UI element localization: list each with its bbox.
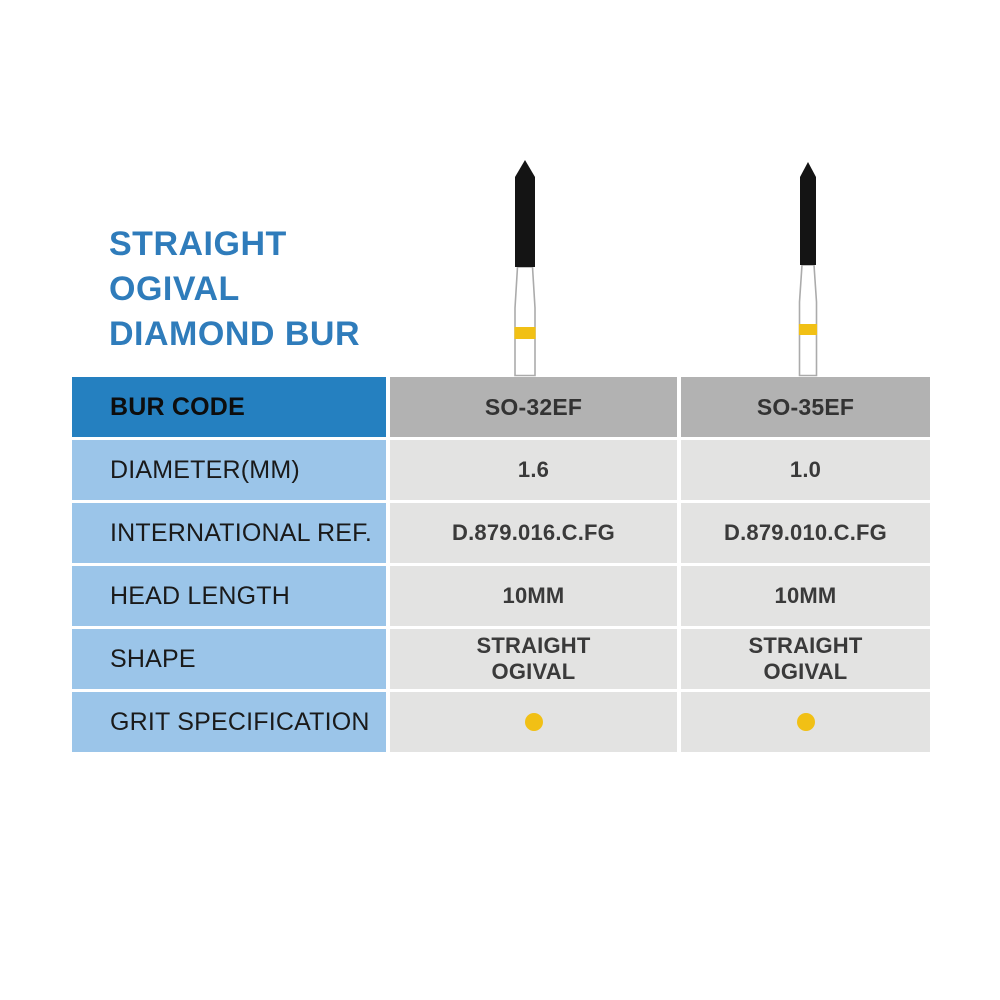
- row-label-international-ref: INTERNATIONAL REF.: [72, 503, 386, 563]
- head-length-value-1: 10MM: [390, 566, 677, 626]
- bur-head-shape: [800, 162, 816, 265]
- grit-specification-cell-1: [390, 692, 677, 752]
- bur-band-shape: [798, 324, 818, 335]
- diameter-value-1: 1.6: [390, 440, 677, 500]
- international-ref-value-1: D.879.016.C.FG: [390, 503, 677, 563]
- diameter-value-2: 1.0: [681, 440, 930, 500]
- row-label-grit-specification: GRIT SPECIFICATION: [72, 692, 386, 752]
- shape-value-1: STRAIGHT OGIVAL: [390, 629, 677, 689]
- bur-code-value-1: SO-32EF: [390, 377, 677, 437]
- page-title: STRAIGHT OGIVAL DIAMOND BUR: [109, 222, 360, 357]
- grit-dot-icon: [796, 713, 815, 731]
- bur-illustration-so-35ef: [798, 162, 818, 377]
- bur-illustration-so-32ef: [514, 160, 536, 377]
- row-label-head-length: HEAD LENGTH: [72, 566, 386, 626]
- title-line-3: DIAMOND BUR: [109, 315, 361, 353]
- spec-table: BUR CODE SO-32EF SO-35EF DIAMETER(MM) 1.…: [72, 377, 930, 752]
- grit-specification-cell-2: [681, 692, 930, 752]
- bur-code-value-2: SO-35EF: [681, 377, 930, 437]
- row-label-shape: SHAPE: [72, 629, 386, 689]
- bur-shank-shape: [514, 266, 536, 377]
- bur-head-shape: [515, 160, 535, 267]
- bur-shank-shape: [798, 264, 818, 377]
- row-label-bur-code: BUR CODE: [72, 377, 386, 437]
- international-ref-value-2: D.879.010.C.FG: [681, 503, 930, 563]
- grit-dot-icon: [524, 713, 543, 731]
- shape-value-2: STRAIGHT OGIVAL: [681, 629, 930, 689]
- bur-band-shape: [514, 327, 536, 339]
- head-length-value-2: 10MM: [681, 566, 930, 626]
- title-line-2: OGIVAL: [109, 270, 240, 308]
- row-label-diameter: DIAMETER(MM): [72, 440, 386, 500]
- title-line-1: STRAIGHT: [109, 225, 287, 263]
